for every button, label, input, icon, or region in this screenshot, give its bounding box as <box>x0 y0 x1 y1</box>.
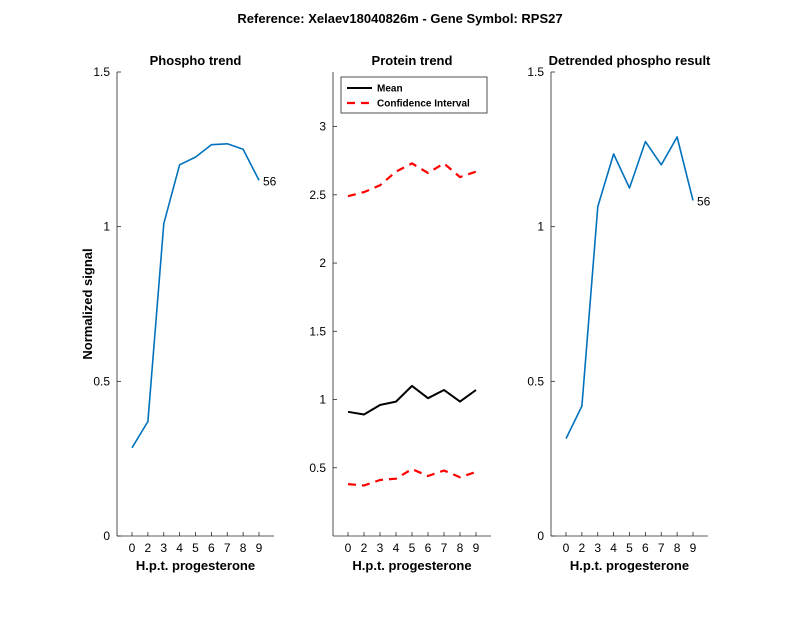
x-tick-label: 4 <box>610 541 617 555</box>
x-tick-label: 7 <box>441 541 448 555</box>
x-tick-label: 8 <box>457 541 464 555</box>
x-tick-label: 3 <box>594 541 601 555</box>
legend-label: Mean <box>377 84 403 95</box>
x-tick-label: 6 <box>425 541 432 555</box>
figure-title: Reference: Xelaev18040826m - Gene Symbol… <box>237 11 562 26</box>
x-tick-label: 0 <box>129 541 136 555</box>
x-tick-label: 3 <box>160 541 167 555</box>
y-tick-label: 1.5 <box>93 65 110 79</box>
x-tick-label: 4 <box>176 541 183 555</box>
legend: Mean Confidence Interval <box>340 76 488 114</box>
x-axis-label: H.p.t. progesterone <box>570 558 689 573</box>
y-tick-label: 0 <box>537 529 544 543</box>
series-line-0 <box>565 136 694 439</box>
panel-title: Protein trend <box>372 53 453 68</box>
panel-title: Phospho trend <box>150 53 242 68</box>
series-end-label: 56 <box>697 194 711 208</box>
y-tick-label: 1 <box>319 393 326 407</box>
y-tick-label: 1.5 <box>309 324 326 338</box>
x-tick-label: 5 <box>626 541 633 555</box>
x-axis-label: H.p.t. progesterone <box>352 558 471 573</box>
legend-label: Confidence Interval <box>377 99 470 110</box>
y-tick-label: 2 <box>319 256 326 270</box>
x-tick-label: 3 <box>377 541 384 555</box>
y-tick-label: 1 <box>103 220 110 234</box>
y-tick-label: 0.5 <box>93 374 110 388</box>
x-axis-label: H.p.t. progesterone <box>136 558 255 573</box>
y-tick-label: 1 <box>537 220 544 234</box>
x-tick-label: 2 <box>579 541 586 555</box>
x-tick-label: 5 <box>192 541 199 555</box>
x-tick-label: 4 <box>393 541 400 555</box>
legend-box <box>340 76 488 114</box>
panel-title: Detrended phospho result <box>549 53 711 68</box>
series-line-1 <box>347 162 477 198</box>
x-tick-label: 7 <box>658 541 665 555</box>
y-tick-label: 1.5 <box>527 65 544 79</box>
x-tick-label: 6 <box>642 541 649 555</box>
y-tick-label: 3 <box>319 120 326 134</box>
x-tick-label: 2 <box>361 541 368 555</box>
x-tick-label: 8 <box>240 541 247 555</box>
y-tick-label: 0 <box>103 529 110 543</box>
x-tick-label: 2 <box>145 541 152 555</box>
x-tick-label: 0 <box>563 541 570 555</box>
series-line-2 <box>347 468 477 487</box>
x-tick-label: 9 <box>690 541 697 555</box>
y-tick-label: 2.5 <box>309 188 326 202</box>
y-axis-label: Normalized signal <box>80 248 95 359</box>
x-tick-label: 9 <box>473 541 480 555</box>
series-end-label: 56 <box>263 174 277 188</box>
x-tick-label: 9 <box>256 541 263 555</box>
x-tick-label: 5 <box>409 541 416 555</box>
x-tick-label: 0 <box>345 541 352 555</box>
series-line-0 <box>347 384 477 416</box>
x-tick-label: 8 <box>674 541 681 555</box>
x-tick-label: 7 <box>224 541 231 555</box>
series-line-0 <box>131 143 260 449</box>
y-tick-label: 0.5 <box>309 461 326 475</box>
y-tick-label: 0.5 <box>527 374 544 388</box>
x-tick-label: 6 <box>208 541 215 555</box>
